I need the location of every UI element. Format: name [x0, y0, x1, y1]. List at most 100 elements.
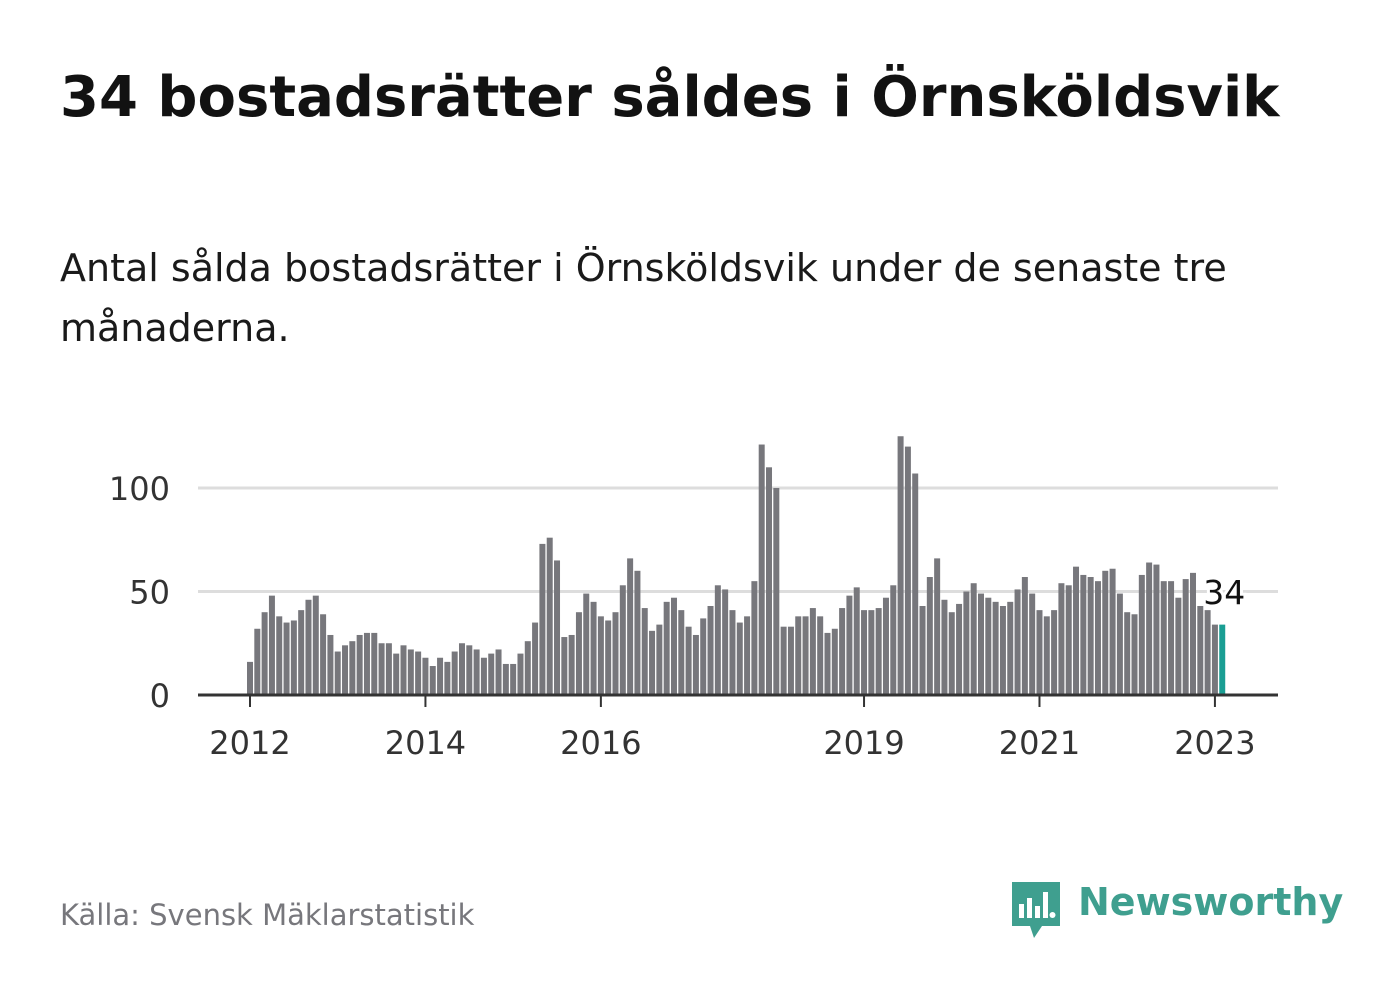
bar — [649, 630, 656, 695]
bar — [283, 622, 290, 695]
bar — [985, 597, 992, 695]
x-tick-label: 2019 — [823, 724, 904, 762]
bar — [378, 643, 385, 695]
bar — [517, 653, 524, 695]
bar — [1182, 579, 1189, 695]
bar — [1124, 612, 1131, 695]
bar — [948, 612, 955, 695]
x-axis — [198, 693, 1278, 707]
bar — [605, 620, 612, 695]
source-note: Källa: Svensk Mäklarstatistik — [60, 898, 475, 932]
bar — [334, 651, 341, 695]
bar — [941, 599, 948, 695]
bar — [744, 616, 751, 695]
bar — [305, 599, 312, 695]
bar — [656, 624, 663, 695]
bar — [261, 612, 268, 695]
bar — [349, 641, 356, 695]
bar — [1175, 597, 1182, 695]
bar — [451, 651, 458, 695]
bar — [970, 583, 977, 695]
bar — [890, 585, 897, 695]
bar — [846, 595, 853, 695]
x-tick-label: 2016 — [560, 724, 641, 762]
bar — [473, 649, 480, 695]
bar — [824, 632, 831, 695]
bar — [495, 649, 502, 695]
latest-value-label: 34 — [1203, 573, 1245, 612]
bar — [1102, 570, 1109, 695]
bar — [685, 626, 692, 695]
bar — [1007, 601, 1014, 695]
brand-name: Newsworthy — [1078, 880, 1344, 924]
bar — [758, 444, 765, 695]
bar — [766, 467, 773, 695]
x-tick-label: 2014 — [385, 724, 466, 762]
bar — [276, 616, 283, 695]
bar — [714, 585, 721, 695]
bar — [458, 643, 465, 695]
bar — [320, 614, 327, 695]
bar — [429, 666, 436, 695]
bar — [342, 645, 349, 695]
bar — [422, 657, 429, 695]
bar — [670, 597, 677, 695]
bar — [502, 663, 509, 695]
bar — [992, 601, 999, 695]
bar — [1014, 589, 1021, 695]
bar — [663, 601, 670, 695]
bar — [1051, 610, 1058, 695]
gridlines — [198, 486, 1278, 593]
bar — [1146, 562, 1153, 695]
y-tick-label: 0 — [150, 677, 170, 715]
chart-title: 34 bostadsrätter såldes i Örnsköldsvik — [60, 65, 1280, 130]
bar — [356, 634, 363, 695]
bar — [861, 610, 868, 695]
y-tick-label: 50 — [129, 574, 170, 612]
bar — [546, 537, 553, 695]
bar — [488, 653, 495, 695]
bar — [407, 649, 414, 695]
bar — [575, 612, 582, 695]
bar — [590, 601, 597, 695]
bar — [678, 610, 685, 695]
bar — [912, 473, 919, 695]
bar — [612, 612, 619, 695]
bar — [780, 626, 787, 695]
bar — [268, 595, 275, 695]
bar — [554, 560, 561, 695]
bar — [371, 632, 378, 695]
bar — [978, 593, 984, 695]
data-labels: 34 — [1200, 570, 1248, 615]
bar — [1109, 568, 1116, 695]
bar — [897, 436, 904, 695]
bar — [736, 622, 743, 695]
bar — [868, 610, 875, 695]
bar — [831, 628, 838, 695]
bar — [1058, 583, 1065, 695]
bar — [1029, 593, 1036, 695]
bar — [1073, 566, 1080, 695]
bar — [729, 610, 736, 695]
bar — [839, 608, 846, 695]
bar-chart: 0 50 100 2012 2014 2016 2019 2021 2023 34 — [109, 436, 1278, 762]
bar — [1021, 577, 1028, 695]
bar — [853, 587, 860, 695]
bar — [400, 645, 407, 695]
bar — [415, 651, 422, 695]
bar — [385, 643, 392, 695]
bar — [963, 591, 970, 695]
bar — [444, 661, 451, 695]
bar — [1087, 577, 1094, 695]
bar — [882, 597, 889, 695]
bars — [247, 436, 1226, 695]
x-tick-label: 2021 — [999, 724, 1080, 762]
bar — [480, 657, 487, 695]
bar — [1153, 564, 1160, 695]
bar — [1043, 616, 1050, 695]
bar — [956, 603, 963, 695]
bar — [919, 605, 926, 695]
bar — [641, 608, 648, 695]
bar — [363, 632, 370, 695]
bar — [934, 558, 941, 695]
